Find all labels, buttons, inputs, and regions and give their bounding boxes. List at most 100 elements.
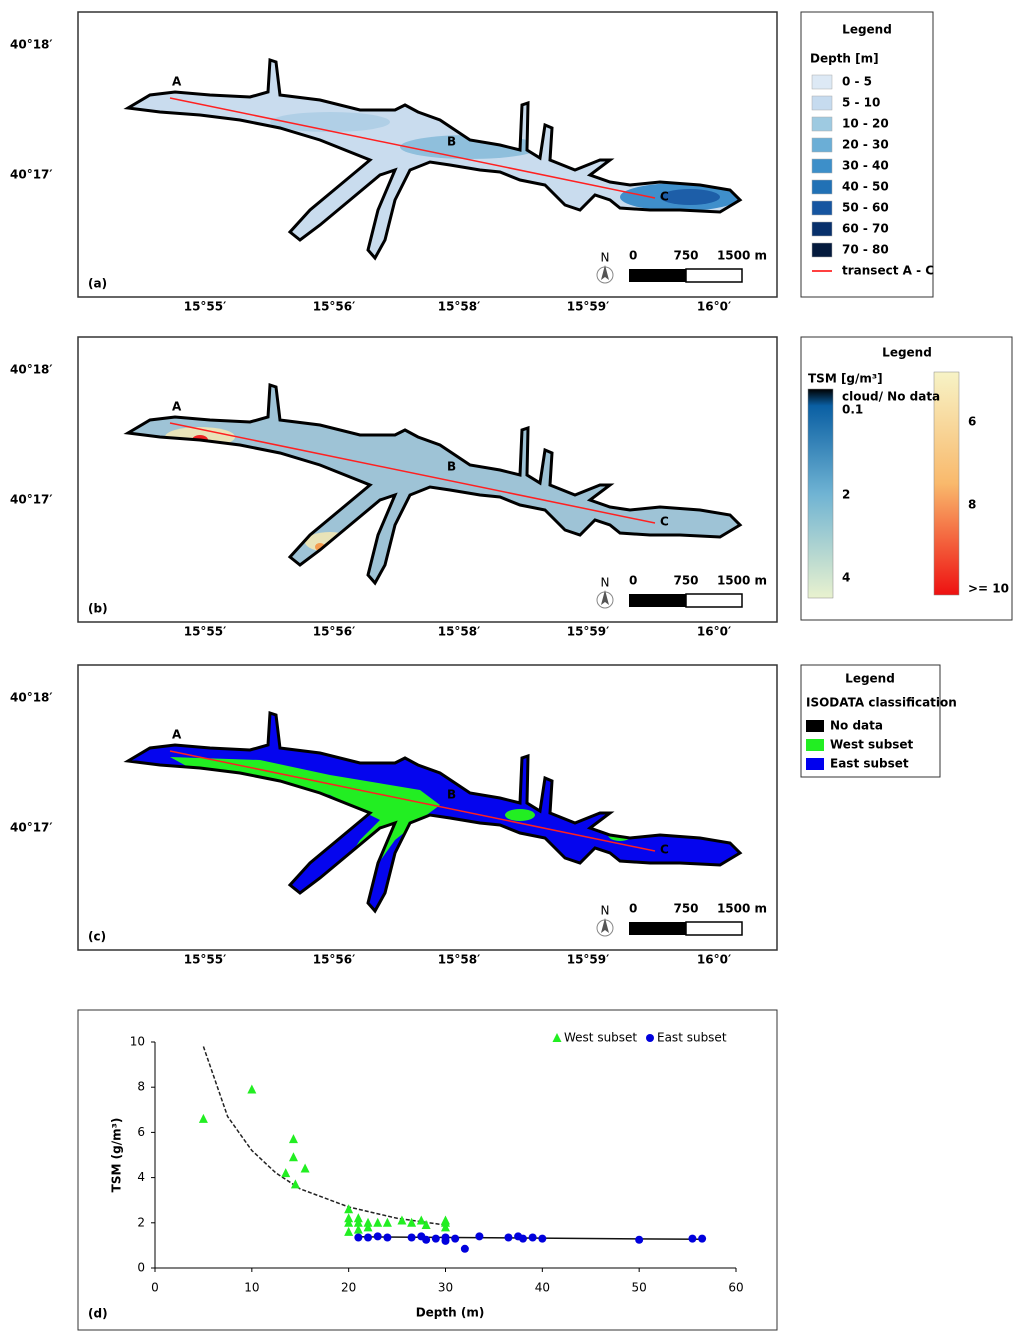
legend-swatch: [811, 221, 833, 237]
y-tick-label: 4: [137, 1170, 145, 1184]
scale-label: 1500 m: [717, 249, 767, 263]
lon-label: 15°59′: [567, 300, 610, 314]
legend-label: 40 - 50: [842, 180, 889, 194]
marker-triangle: [421, 1220, 431, 1230]
legend-subtitle: Depth [m]: [810, 52, 879, 66]
marker-triangle: [363, 1217, 373, 1227]
marker-triangle: [198, 1113, 208, 1123]
west-area: [505, 809, 535, 821]
marker-circle: [698, 1234, 707, 1243]
transect: [169, 97, 656, 199]
legend-label: 60 - 70: [842, 222, 889, 236]
y-tick-label: 2: [137, 1215, 145, 1229]
lon-label: 15°56′: [313, 300, 356, 314]
trend-line: [202, 1046, 446, 1226]
marker-triangle: [407, 1217, 417, 1227]
marker-circle: [383, 1233, 392, 1242]
marker-triangle: [344, 1204, 354, 1214]
legend-label: 6: [968, 415, 976, 429]
legend-swatch: [811, 74, 833, 90]
lat-label: 40°18′: [10, 363, 53, 377]
scale-white: [685, 593, 743, 608]
lon-label: 16°0′: [697, 625, 731, 639]
compass-needle: [601, 918, 609, 933]
marker-circle: [441, 1236, 450, 1245]
north-label: N: [601, 904, 610, 918]
lon-label: 15°58′: [438, 625, 481, 639]
marker-triangle: [353, 1213, 363, 1223]
compass-needle: [601, 265, 609, 280]
marker-triangle: [290, 1179, 300, 1189]
marker-circle: [354, 1233, 363, 1242]
scale-label: 0: [629, 902, 637, 916]
marker-triangle: [288, 1152, 298, 1162]
legend-label: 8: [968, 498, 976, 512]
legend-label: 0 - 5: [842, 75, 872, 89]
point-label: A: [172, 75, 182, 89]
scale-white: [685, 921, 743, 936]
color-ramp: [807, 388, 834, 599]
x-tick-label: 30: [438, 1281, 453, 1295]
marker-circle: [407, 1233, 416, 1242]
point-label: C: [660, 843, 669, 857]
marker-triangle: [288, 1134, 298, 1144]
legend-swatch: [811, 200, 833, 216]
north-label: N: [601, 251, 610, 265]
scale-label: 750: [673, 574, 698, 588]
marker-triangle: [552, 1033, 562, 1042]
color-ramp: [933, 371, 960, 596]
lon-label: 15°55′: [184, 625, 227, 639]
point-label: B: [447, 788, 456, 802]
lon-label: 15°56′: [313, 953, 356, 967]
marker-circle: [373, 1232, 382, 1241]
point-label: A: [172, 400, 182, 414]
marker-circle: [475, 1232, 484, 1241]
point-label: A: [172, 728, 182, 742]
legend-label: cloud/ No data: [842, 390, 940, 404]
legend-label: East subset: [830, 757, 909, 771]
legend-swatch: [811, 137, 833, 153]
lon-label: 15°56′: [313, 625, 356, 639]
x-tick-label: 10: [244, 1281, 259, 1295]
point-label: B: [447, 135, 456, 149]
legend-label: 5 - 10: [842, 96, 880, 110]
legend-swatch: [811, 158, 833, 174]
legend-label: 4: [842, 571, 850, 585]
scale-black: [629, 922, 686, 935]
scale-black: [629, 594, 686, 607]
legend-title: Legend: [882, 346, 932, 360]
transect: [169, 750, 656, 852]
x-tick-label: 60: [728, 1281, 743, 1295]
legend-title: Legend: [845, 672, 895, 686]
x-tick-label: 50: [632, 1281, 647, 1295]
marker-circle: [451, 1234, 460, 1243]
scale-label: 1500 m: [717, 574, 767, 588]
legend-subtitle: TSM [g/m³]: [808, 372, 883, 386]
legend-swatch: [806, 739, 824, 751]
marker-triangle: [353, 1217, 363, 1227]
legend-label: 30 - 40: [842, 159, 889, 173]
lon-label: 15°59′: [567, 953, 610, 967]
marker-circle: [460, 1244, 469, 1253]
legend-swatch: [811, 242, 833, 258]
north-label: N: [601, 576, 610, 590]
legend-label: 2: [842, 488, 850, 502]
marker-triangle: [353, 1224, 363, 1234]
legend-swatch: [806, 758, 824, 770]
legend-label: West subset: [830, 738, 914, 752]
compass-needle: [601, 590, 609, 605]
scale-black: [629, 269, 686, 282]
legend-label: East subset: [657, 1031, 727, 1045]
legend-label: 0.1: [842, 403, 863, 417]
point-label: C: [660, 515, 669, 529]
marker-triangle: [344, 1217, 354, 1227]
root: A B C N 0 750 1500 m (a) 40°18′ 40°17′ 15°55′ 15°56…: [10, 11, 1013, 1331]
panel-label: (a): [88, 277, 107, 291]
marker-triangle: [441, 1222, 450, 1232]
y-tick-label: 6: [137, 1125, 145, 1139]
marker-circle: [431, 1234, 440, 1243]
marker-triangle: [373, 1217, 383, 1227]
marker-triangle: [382, 1217, 392, 1227]
marker-circle: [635, 1235, 644, 1244]
